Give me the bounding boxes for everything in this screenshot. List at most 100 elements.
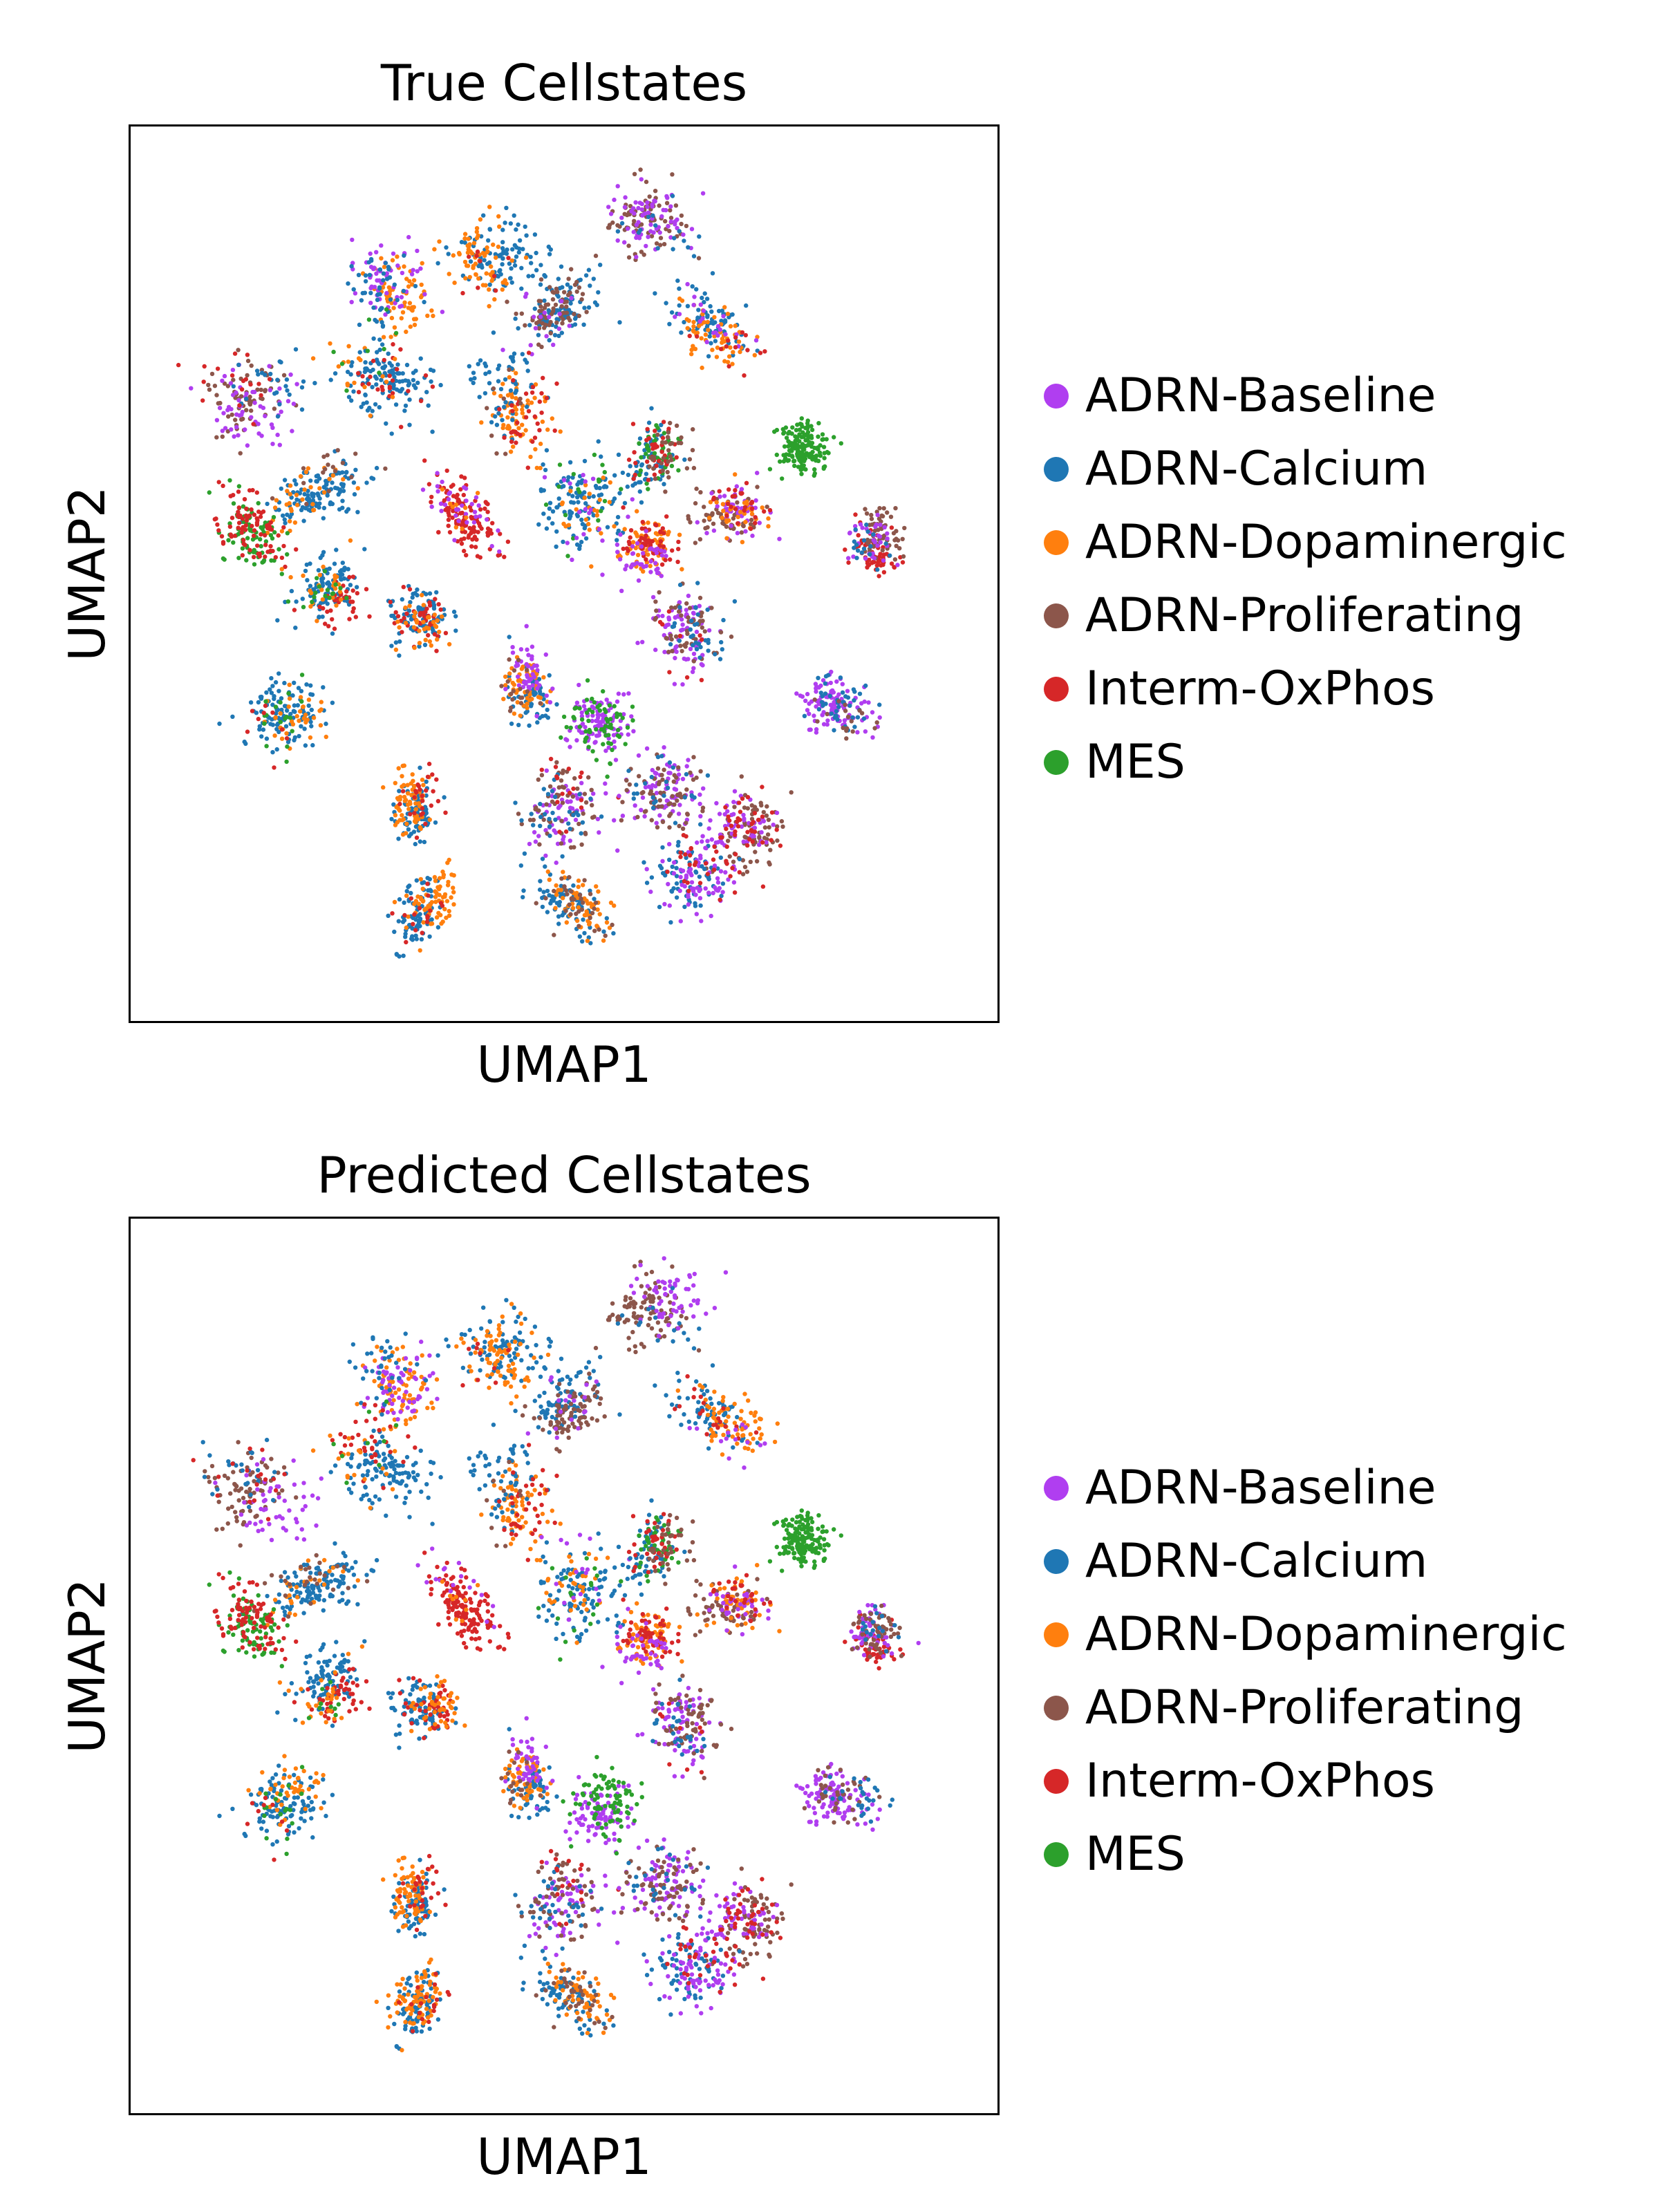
data-point: [464, 515, 469, 520]
data-point: [455, 492, 460, 498]
data-point: [818, 453, 823, 458]
data-point: [458, 487, 463, 492]
data-point: [624, 788, 629, 793]
data-point: [840, 682, 845, 686]
data-point: [229, 373, 235, 378]
data-point: [696, 256, 702, 261]
data-point: [273, 679, 279, 685]
data-point: [592, 928, 597, 933]
data-point: [349, 364, 354, 368]
data-point: [286, 704, 291, 709]
data-point: [424, 606, 429, 611]
data-point: [617, 794, 621, 798]
data-point: [359, 404, 364, 409]
data-point: [587, 491, 592, 496]
data-point: [789, 790, 794, 795]
data-point: [256, 509, 261, 514]
data-point: [677, 633, 683, 639]
data-point: [505, 393, 511, 397]
data-point: [317, 604, 322, 609]
data-point: [279, 555, 285, 561]
data-point: [330, 595, 335, 600]
data-point: [287, 500, 292, 506]
data-point: [402, 264, 406, 269]
data-point: [852, 545, 856, 550]
data-point: [384, 307, 389, 312]
data-point: [345, 382, 350, 386]
data-point: [431, 789, 435, 794]
data-point: [660, 440, 665, 444]
data-point: [680, 622, 685, 627]
data-point: [688, 770, 693, 775]
data-point: [875, 567, 880, 572]
data-point: [844, 736, 849, 741]
data-point: [575, 482, 580, 487]
data-point: [704, 297, 710, 301]
data-point: [789, 449, 794, 453]
data-point: [429, 379, 433, 384]
data-point: [695, 334, 700, 339]
data-point: [662, 242, 667, 247]
data-point: [582, 306, 587, 310]
data-point: [578, 774, 583, 780]
data-point: [626, 243, 631, 248]
data-point: [217, 721, 222, 727]
data-point: [464, 498, 469, 503]
data-point: [466, 535, 471, 540]
data-point: [668, 557, 673, 562]
data-point: [276, 547, 281, 552]
data-point: [340, 498, 345, 503]
data-point: [812, 467, 817, 472]
data-point: [544, 768, 549, 773]
data-point: [648, 547, 653, 552]
data-point: [878, 552, 883, 556]
data-point: [805, 426, 810, 431]
data-point: [334, 603, 339, 608]
data-point: [864, 511, 870, 516]
data-point: [340, 505, 345, 510]
data-point: [377, 371, 382, 375]
data-point: [321, 505, 327, 511]
data-point: [641, 789, 646, 795]
data-point: [259, 387, 263, 393]
data-point: [568, 509, 572, 514]
data-point: [660, 613, 665, 619]
data-point: [301, 480, 306, 485]
data-point: [643, 781, 648, 786]
data-point: [799, 416, 804, 421]
data-point: [414, 878, 419, 883]
data-point: [659, 460, 664, 466]
data-point: [304, 682, 309, 687]
data-point: [519, 311, 524, 316]
data-point: [749, 499, 755, 505]
data-point: [584, 697, 590, 702]
data-point: [703, 526, 708, 531]
data-point: [594, 485, 599, 490]
data-point: [353, 467, 358, 472]
data-point: [366, 317, 372, 322]
data-point: [866, 700, 871, 705]
data-point: [328, 608, 333, 613]
data-point: [582, 458, 588, 464]
data-point: [603, 933, 608, 938]
data-point: [525, 709, 529, 714]
data-point: [547, 833, 552, 838]
data-point: [733, 832, 738, 837]
data-point: [363, 360, 368, 365]
data-point: [257, 727, 262, 732]
data-point: [550, 810, 555, 816]
data-point: [596, 290, 601, 295]
data-point: [663, 489, 668, 494]
data-point: [809, 435, 814, 440]
data-point: [823, 464, 827, 469]
data-point: [525, 647, 529, 652]
data-point: [649, 406, 654, 411]
data-point: [700, 191, 706, 196]
data-point: [538, 277, 544, 282]
data-point: [739, 530, 744, 535]
data-point: [301, 605, 306, 610]
data-point: [332, 561, 337, 566]
data-point: [706, 328, 711, 332]
data-point: [252, 562, 257, 567]
data-point: [404, 831, 409, 836]
